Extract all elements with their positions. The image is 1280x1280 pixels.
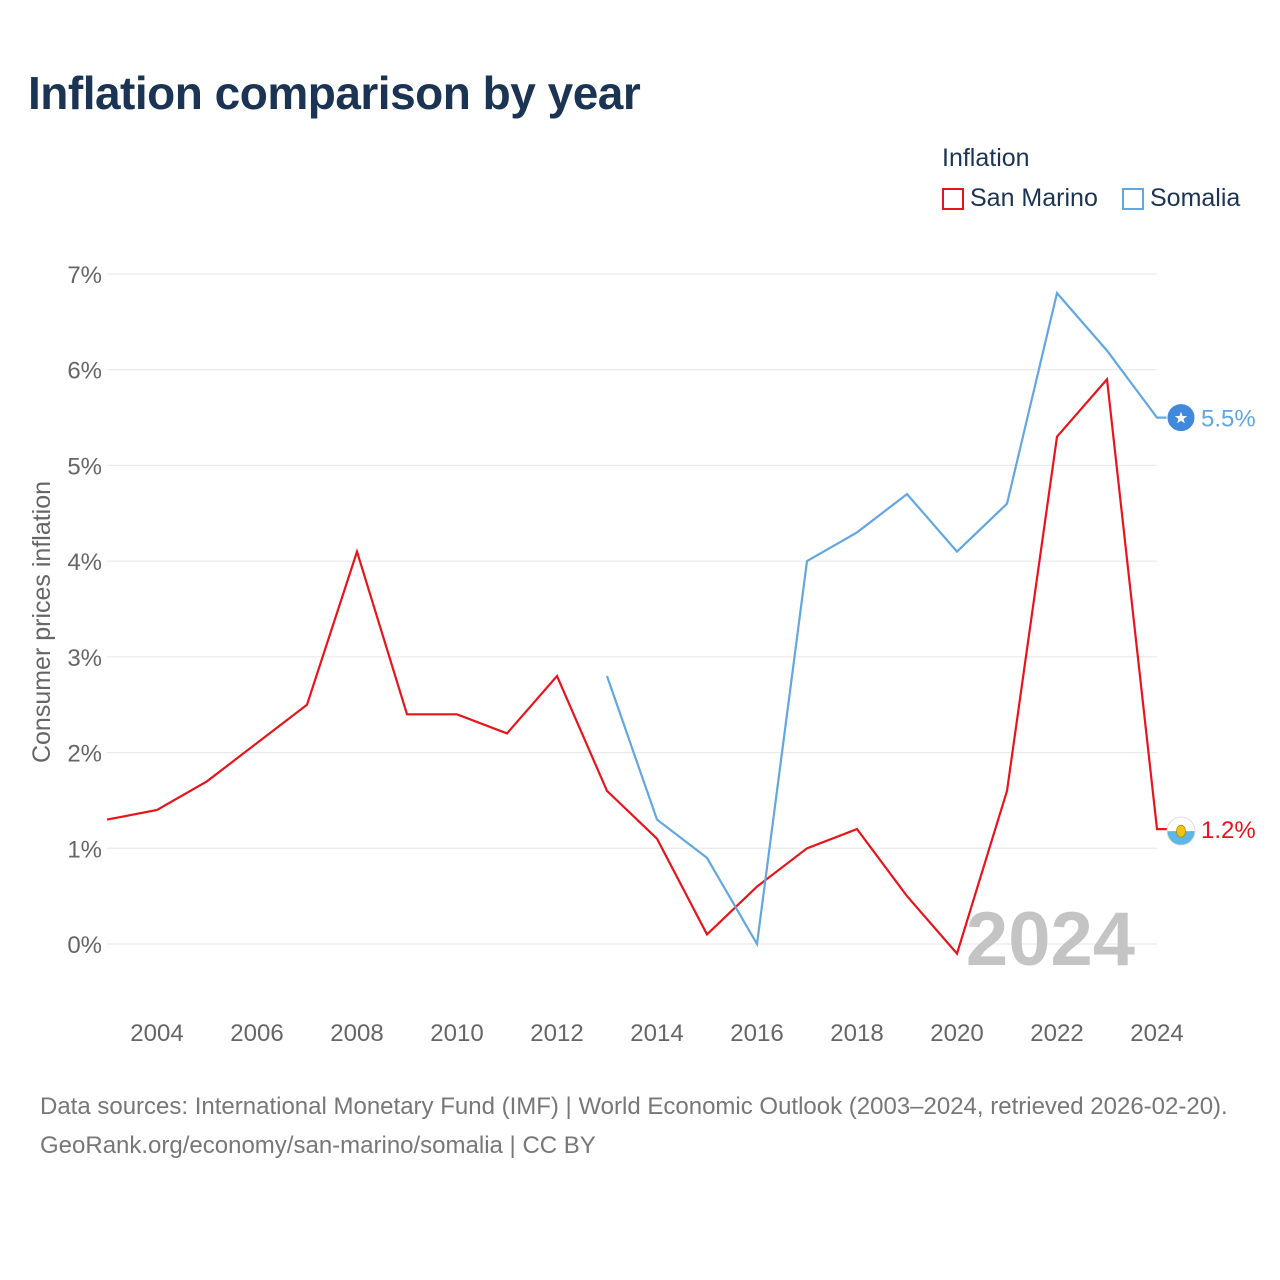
y-tick-label: 2% — [67, 741, 102, 768]
series-line-somalia — [605, 290, 1167, 948]
x-tick-label: 2010 — [430, 1020, 483, 1047]
year-watermark: 2024 — [966, 897, 1135, 982]
legend-swatch-san-marino — [942, 187, 964, 210]
x-tick-label: 2024 — [1130, 1020, 1183, 1047]
y-tick-label: 6% — [67, 358, 102, 385]
legend-title: Inflation — [942, 144, 1030, 172]
series-line-san-marino — [106, 376, 1167, 956]
x-tick-label: 2006 — [230, 1020, 283, 1047]
line-chart: 0% 1% 2% 3% 4% 5% 6% 7% 2004 2006 2008 2010 2012 201… — [28, 262, 1256, 1047]
x-tick-label: 2018 — [830, 1020, 883, 1047]
somalia-flag-icon — [1166, 403, 1196, 433]
y-tick-label: 0% — [67, 932, 102, 959]
x-tick-label: 2004 — [130, 1020, 183, 1047]
x-tick-label: 2008 — [330, 1020, 383, 1047]
x-axis-ticks: 2004 2006 2008 2010 2012 2014 2016 2018 2020 2022… — [130, 1020, 1183, 1047]
series-lines — [106, 290, 1167, 956]
y-axis-ticks: 0% 1% 2% 3% 4% 5% 6% 7% — [67, 262, 102, 959]
legend-item-san-marino[interactable]: San Marino — [942, 184, 1098, 213]
x-tick-label: 2020 — [930, 1020, 983, 1047]
y-tick-label: 5% — [67, 453, 102, 480]
x-tick-label: 2012 — [530, 1020, 583, 1047]
x-tick-label: 2016 — [730, 1020, 783, 1047]
legend-swatch-somalia — [1122, 187, 1144, 210]
legend-label-san-marino: San Marino — [970, 184, 1098, 212]
credit-text: GeoRank.org/economy/san-marino/somalia |… — [40, 1132, 596, 1159]
x-tick-label: 2014 — [630, 1020, 683, 1047]
y-tick-label: 1% — [67, 836, 102, 863]
y-axis-label: Consumer prices inflation — [28, 481, 56, 763]
end-value-label: 1.2% — [1201, 817, 1256, 844]
chart-title: Inflation comparison by year — [28, 67, 641, 119]
legend-label-somalia: Somalia — [1150, 184, 1241, 212]
gridlines — [107, 273, 1157, 945]
san-marino-flag-icon — [1166, 816, 1196, 846]
x-tick-label: 2022 — [1030, 1020, 1083, 1047]
end-value-label: 5.5% — [1201, 406, 1256, 433]
y-tick-label: 3% — [67, 645, 102, 672]
series-end-markers: 1.2% 5.5% — [1166, 403, 1256, 846]
legend-item-somalia[interactable]: Somalia — [1122, 184, 1240, 213]
data-sources-text: Data sources: International Monetary Fun… — [40, 1093, 1228, 1120]
y-tick-label: 4% — [67, 549, 102, 576]
y-tick-label: 7% — [67, 262, 102, 289]
source-footer: Data sources: International Monetary Fun… — [40, 1087, 1250, 1165]
